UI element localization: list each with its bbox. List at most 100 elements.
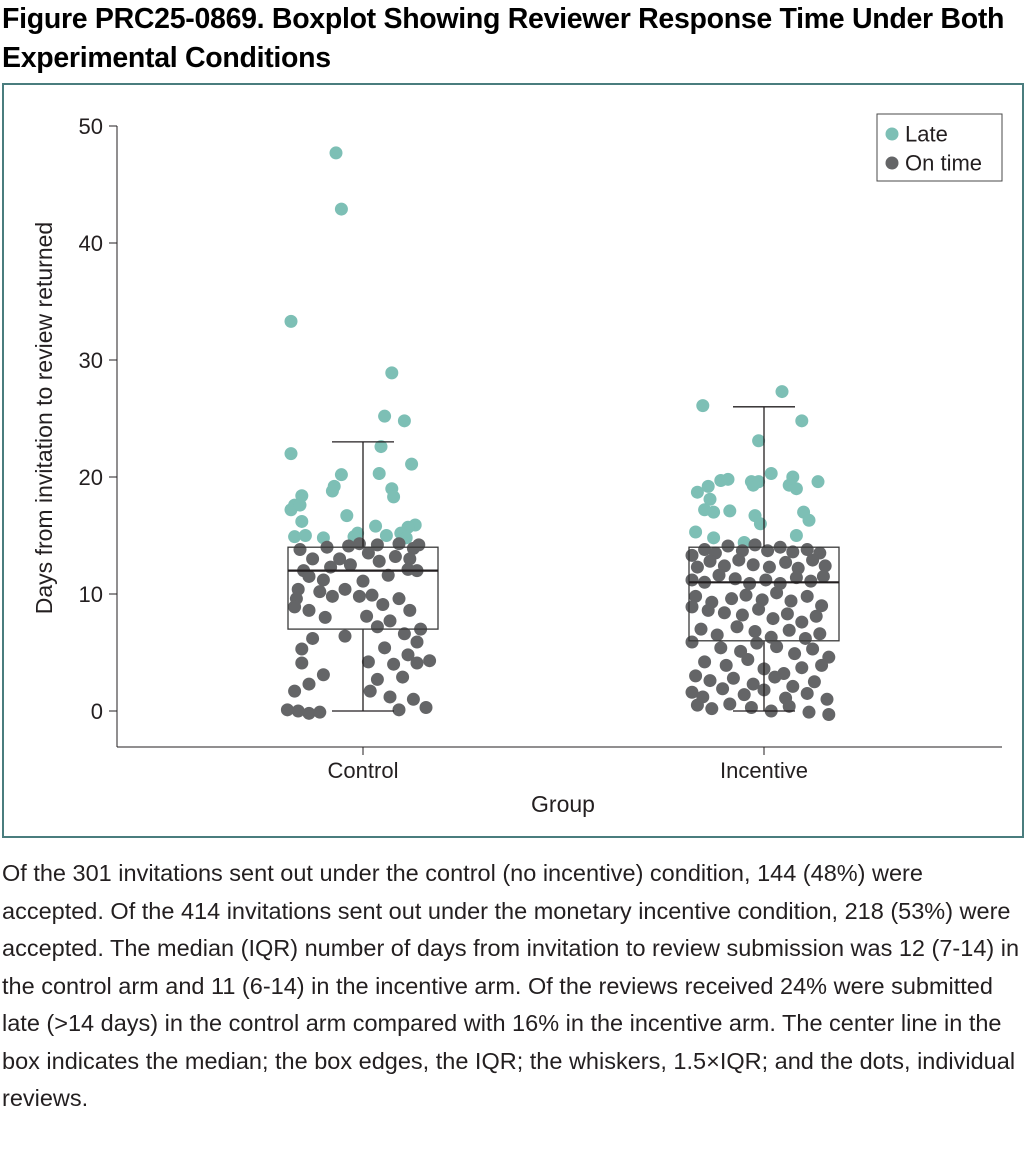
data-point-on-time xyxy=(741,653,755,667)
data-point-on-time xyxy=(746,677,760,691)
data-point-on-time xyxy=(766,612,780,626)
data-point-on-time xyxy=(365,588,379,602)
data-point-on-time xyxy=(705,702,719,716)
data-point-on-time xyxy=(782,699,796,713)
data-point-on-time xyxy=(690,698,704,712)
data-point-on-time xyxy=(387,657,401,671)
data-point-on-time xyxy=(342,539,356,553)
data-point-late xyxy=(325,484,339,498)
data-point-on-time xyxy=(744,700,758,714)
data-point-on-time xyxy=(748,624,762,638)
data-point-on-time xyxy=(316,668,330,682)
data-point-on-time xyxy=(789,571,803,585)
data-point-on-time xyxy=(361,546,375,560)
data-point-on-time xyxy=(721,539,735,553)
data-point-on-time xyxy=(717,606,731,620)
x-axis-title: Group xyxy=(531,791,595,817)
data-point-on-time xyxy=(383,614,397,628)
data-point-late xyxy=(385,366,399,380)
data-point-late xyxy=(329,146,343,160)
data-point-late xyxy=(752,434,766,448)
data-point-on-time xyxy=(306,631,320,645)
data-point-on-time xyxy=(694,622,708,636)
data-point-late xyxy=(334,202,348,216)
data-point-late xyxy=(379,529,393,542)
data-point-late xyxy=(334,468,348,482)
data-point-on-time xyxy=(822,708,836,722)
data-point-late xyxy=(284,314,298,328)
y-axis-title: Days from invitation to review returned xyxy=(31,222,57,614)
data-point-late xyxy=(723,504,737,518)
data-point-on-time xyxy=(770,640,784,654)
data-point-late xyxy=(789,529,803,542)
data-point-on-time xyxy=(316,573,330,587)
data-point-on-time xyxy=(795,661,809,675)
data-point-on-time xyxy=(338,582,352,596)
data-point-on-time xyxy=(370,672,384,686)
data-point-late xyxy=(764,466,778,480)
data-point-late xyxy=(374,440,388,454)
y-tick-label: 0 xyxy=(91,699,103,724)
data-point-on-time xyxy=(804,574,818,588)
data-point-late xyxy=(689,525,703,539)
data-point-late xyxy=(802,513,816,527)
legend: Late On time xyxy=(876,113,1003,182)
data-point-late xyxy=(387,490,401,504)
iqr-box xyxy=(688,546,840,642)
data-point-late xyxy=(775,385,789,399)
data-point-on-time xyxy=(750,636,764,650)
data-point-on-time xyxy=(372,554,386,568)
data-point-on-time xyxy=(780,607,794,621)
data-point-late xyxy=(369,519,383,533)
legend-marker-on-time xyxy=(885,156,899,170)
data-point-on-time xyxy=(759,573,773,587)
data-point-on-time xyxy=(735,608,749,622)
x-tick-label: Control xyxy=(328,758,399,783)
data-point-late xyxy=(811,475,825,489)
data-point-on-time xyxy=(816,569,830,583)
figure-title: Figure PRC25-0869. Boxplot Showing Revie… xyxy=(2,3,1005,74)
data-point-on-time xyxy=(723,697,737,711)
data-point-on-time xyxy=(288,684,302,698)
data-point-on-time xyxy=(770,586,784,600)
data-point-on-time xyxy=(746,558,760,572)
legend-label: Late xyxy=(905,122,948,147)
y-tick-label: 10 xyxy=(79,582,103,607)
data-point-on-time xyxy=(392,537,406,551)
data-point-on-time xyxy=(689,669,703,683)
data-point-on-time xyxy=(737,688,751,702)
data-point-on-time xyxy=(383,690,397,704)
data-point-on-time xyxy=(798,631,812,645)
data-point-on-time xyxy=(712,568,726,582)
data-point-on-time xyxy=(748,538,762,552)
data-point-on-time xyxy=(815,658,829,672)
data-point-late xyxy=(397,414,411,428)
data-point-on-time xyxy=(786,545,800,559)
data-point-on-time xyxy=(388,550,402,564)
data-point-on-time xyxy=(806,642,820,656)
data-point-on-time xyxy=(685,548,699,562)
data-point-on-time xyxy=(412,538,426,552)
legend-box xyxy=(876,113,1003,182)
data-point-on-time xyxy=(732,553,746,567)
chart-frame xyxy=(2,83,1024,838)
data-point-on-time xyxy=(352,537,366,551)
data-point-on-time xyxy=(406,692,420,706)
data-point-on-time xyxy=(280,703,294,717)
data-point-late xyxy=(696,399,710,413)
data-point-on-time xyxy=(302,677,316,691)
data-point-late xyxy=(707,505,721,519)
data-point-on-time xyxy=(820,692,834,706)
data-point-on-time xyxy=(396,670,410,684)
data-point-on-time xyxy=(410,656,424,670)
y-tick-label: 50 xyxy=(79,114,103,139)
data-point-on-time xyxy=(698,543,712,557)
data-point-on-time xyxy=(295,656,309,670)
data-point-late xyxy=(372,466,386,480)
iqr-box xyxy=(287,546,439,630)
legend-marker-late xyxy=(885,127,899,141)
data-point-on-time xyxy=(401,648,415,662)
data-point-on-time xyxy=(762,560,776,574)
axes: 0 10 20 30 40 50 Control Incentive Group Days fro… xyxy=(31,114,1002,817)
data-point-on-time xyxy=(363,684,377,698)
